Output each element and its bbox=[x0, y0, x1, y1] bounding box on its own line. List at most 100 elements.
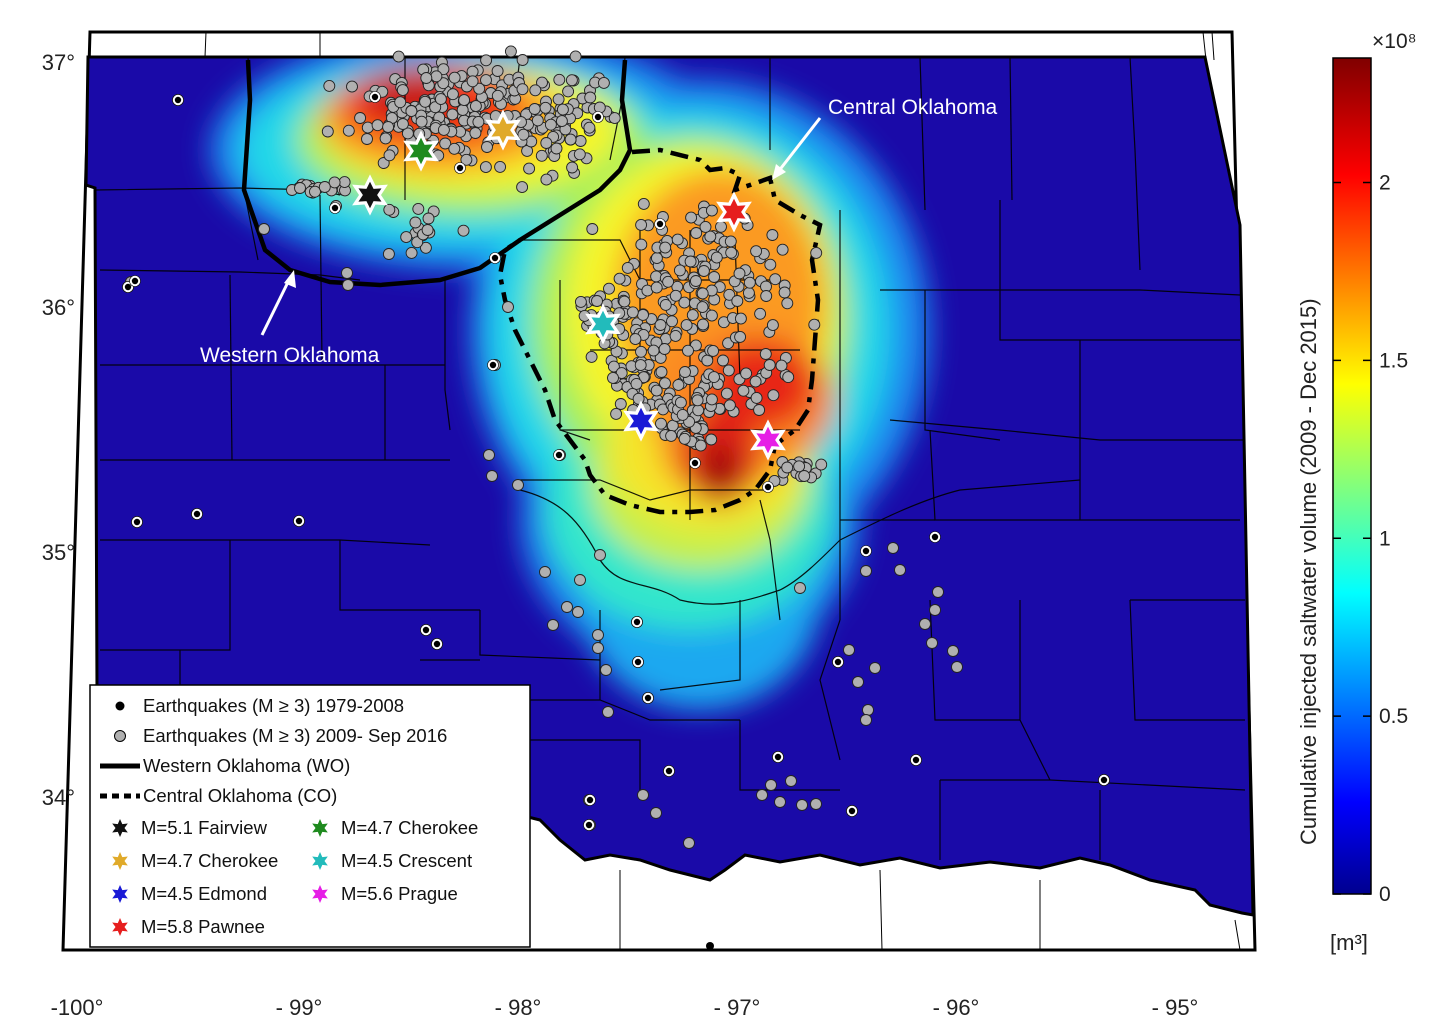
earthquake-marker bbox=[536, 76, 548, 89]
earthquake-marker bbox=[734, 312, 747, 325]
earthquake-marker bbox=[650, 252, 663, 265]
earthquake-marker bbox=[480, 54, 493, 67]
earthquake-marker bbox=[394, 96, 407, 109]
earthquake-marker bbox=[448, 71, 461, 84]
earthquake-marker bbox=[781, 297, 794, 310]
earthquake-marker bbox=[689, 275, 702, 287]
earthquake-marker bbox=[621, 261, 634, 274]
legend-star-icon bbox=[112, 819, 128, 837]
earthquake-marker bbox=[479, 161, 492, 174]
earthquake-marker bbox=[600, 664, 612, 676]
earthquake-marker bbox=[396, 118, 409, 130]
earthquake-marker bbox=[565, 74, 578, 87]
earthquake-marker bbox=[659, 241, 672, 254]
earthquake-marker bbox=[731, 295, 744, 307]
earthquake-marker bbox=[457, 224, 470, 237]
longitude-tick-label: - 97° bbox=[714, 995, 761, 1020]
earthquake-marker bbox=[415, 115, 428, 128]
earthquake-marker bbox=[480, 74, 492, 87]
earthquake-marker bbox=[929, 604, 941, 616]
earthquake-marker bbox=[328, 176, 341, 189]
earthquake-marker bbox=[690, 227, 703, 239]
earthquake-marker bbox=[446, 88, 459, 101]
earthquake-marker bbox=[750, 245, 763, 258]
event-star-pawnee bbox=[719, 195, 749, 229]
earthquake-marker bbox=[593, 101, 606, 114]
earthquake-marker bbox=[932, 586, 944, 598]
earthquake-marker bbox=[456, 104, 469, 116]
earthquake-marker bbox=[437, 123, 450, 136]
earthquake-marker bbox=[555, 115, 568, 128]
earthquake-marker bbox=[697, 265, 710, 277]
earthquake-marker bbox=[655, 366, 668, 378]
earthquake-marker bbox=[400, 231, 413, 244]
legend-star-icon bbox=[112, 918, 128, 936]
earthquake-marker bbox=[696, 301, 709, 314]
legend-label-recent: Earthquakes (M ≥ 3) 2009- Sep 2016 bbox=[143, 725, 447, 746]
earthquake-marker bbox=[767, 389, 780, 402]
earthquake-marker bbox=[529, 84, 542, 97]
earthquake-marker bbox=[763, 359, 776, 371]
earthquake-marker bbox=[947, 645, 959, 657]
earthquake-marker bbox=[765, 779, 777, 791]
historic-earthquake-core bbox=[848, 807, 856, 815]
earthquake-marker bbox=[258, 223, 270, 235]
earthquake-marker bbox=[704, 230, 717, 243]
earthquake-marker bbox=[708, 371, 720, 384]
event-star-edmond bbox=[626, 404, 656, 438]
earthquake-marker bbox=[692, 404, 705, 417]
colorbar-unit: [m³] bbox=[1330, 930, 1368, 955]
earthquake-marker bbox=[523, 162, 536, 175]
earthquake-marker bbox=[810, 246, 823, 259]
colorbar-tick-label: 0.5 bbox=[1379, 705, 1408, 728]
central-oklahoma-boundary bbox=[497, 147, 823, 515]
earthquake-marker bbox=[566, 161, 579, 174]
earthquake-marker bbox=[650, 281, 663, 294]
earthquake-marker bbox=[540, 173, 553, 186]
earthquake-marker bbox=[614, 398, 627, 410]
earthquake-marker bbox=[766, 319, 779, 332]
earthquake-marker bbox=[597, 76, 610, 89]
earthquake-marker bbox=[338, 176, 351, 189]
longitude-ticks: -100° - 99° - 98° - 97° - 96° - 95° bbox=[51, 995, 1199, 1020]
legend-star-crescent: M=4.5 Crescent bbox=[341, 850, 472, 871]
earthquake-marker bbox=[342, 124, 355, 137]
historic-earthquake-core bbox=[912, 756, 920, 764]
earthquake-marker bbox=[774, 796, 786, 808]
earthquake-marker bbox=[810, 798, 822, 810]
earthquake-marker bbox=[680, 319, 693, 332]
earthquake-marker bbox=[775, 359, 788, 372]
historic-earthquake-core bbox=[931, 533, 939, 541]
earthquake-marker bbox=[860, 714, 872, 726]
earthquake-marker bbox=[852, 676, 864, 688]
colorbar-title: Cumulative injected saltwater volume (20… bbox=[1296, 298, 1321, 845]
longitude-tick-label: -100° bbox=[51, 995, 104, 1020]
longitude-tick-label: - 98° bbox=[495, 995, 542, 1020]
event-star-fairview bbox=[355, 178, 385, 212]
legend-label-western: Western Oklahoma (WO) bbox=[143, 755, 350, 776]
earthquake-marker bbox=[705, 204, 718, 217]
earthquake-marker bbox=[383, 149, 396, 162]
western-oklahoma-annotation: Western Oklahoma bbox=[200, 270, 380, 367]
earthquake-marker bbox=[725, 246, 738, 259]
legend-star-icon bbox=[312, 885, 328, 903]
legend-star-fairview: M=5.1 Fairview bbox=[141, 817, 268, 838]
earthquake-marker bbox=[379, 132, 392, 145]
earthquake-marker bbox=[708, 271, 721, 283]
earthquake-marker bbox=[737, 384, 750, 397]
earthquake-marker bbox=[491, 89, 504, 102]
earthquake-marker bbox=[691, 394, 704, 407]
earthquake-marker bbox=[862, 704, 874, 716]
historic-earthquake-core bbox=[1100, 776, 1108, 784]
historic-earthquake-core bbox=[371, 93, 379, 101]
earthquake-marker bbox=[437, 63, 450, 76]
historic-earthquake-core bbox=[862, 547, 870, 555]
legend-label-historic: Earthquakes (M ≥ 3) 1979-2008 bbox=[143, 695, 404, 716]
earthquake-marker bbox=[486, 470, 498, 482]
historic-earthquake-core bbox=[131, 277, 139, 285]
earthquake-marker bbox=[669, 329, 682, 342]
earthquake-marker bbox=[502, 301, 514, 313]
earthquake-marker bbox=[430, 70, 443, 83]
earthquake-marker bbox=[553, 73, 566, 86]
earthquake-marker bbox=[655, 417, 667, 430]
